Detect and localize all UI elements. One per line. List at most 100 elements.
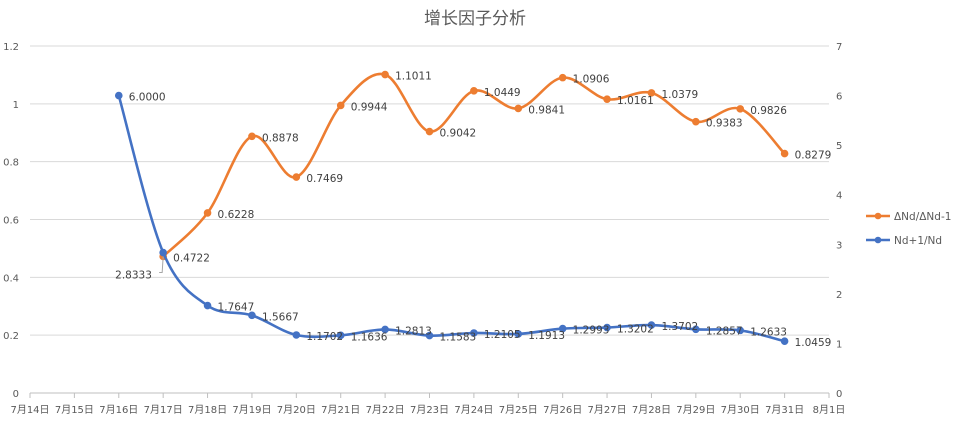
data-label-daily-ratio: 1.1702 (306, 331, 343, 343)
x-tick-label: 7月26日 (543, 404, 582, 416)
data-point-growth-ratio (736, 105, 745, 113)
data-label-growth-ratio: 0.6228 (218, 209, 255, 221)
x-tick-label: 7月29日 (676, 404, 715, 416)
data-label-growth-ratio: 0.7469 (306, 173, 343, 185)
data-point-growth-ratio (336, 101, 345, 110)
data-point-daily-ratio (470, 329, 478, 337)
x-tick-label: 7月28日 (632, 404, 671, 416)
data-label-growth-ratio: 0.4722 (173, 252, 210, 264)
legend-label: Nd+1/Nd (894, 235, 942, 247)
data-label-daily-ratio: 1.1913 (528, 330, 565, 342)
data-label-daily-ratio: 1.1636 (351, 331, 388, 343)
x-tick-label: 7月19日 (232, 404, 271, 416)
y-left-tick-label: 1.2 (3, 42, 19, 53)
data-label-daily-ratio: 1.2633 (750, 326, 787, 338)
data-labels: 0.4722 0.6228 0.8878 0.7469 0.9944 1.1011 0.90… (115, 71, 831, 350)
data-point-daily-ratio (558, 324, 567, 333)
x-tick-label: 7月21日 (321, 404, 360, 416)
data-label-growth-ratio: 1.0161 (617, 95, 654, 107)
data-label-daily-ratio: 1.3702 (661, 321, 698, 333)
x-tick-label: 7月27日 (588, 404, 627, 416)
y-right-tick-label: 5 (836, 141, 842, 152)
data-label-growth-ratio: 0.9841 (528, 104, 565, 116)
y-left-tick-label: 0.6 (3, 216, 19, 227)
data-point-growth-ratio (470, 87, 478, 95)
data-label-daily-ratio: 1.2857 (706, 325, 743, 337)
data-label-daily-ratio: 6.0000 (129, 92, 166, 104)
data-point-daily-ratio (381, 325, 389, 334)
data-label-daily-ratio: 2.8333 (115, 270, 152, 282)
series-line-growth-ratio (161, 72, 786, 258)
x-tick-label: 7月31日 (765, 404, 804, 416)
y-right-tick-label: 2 (836, 290, 842, 301)
label-leader-line (159, 256, 164, 274)
axes: 0 0.2 0.4 0.6 0.8 1 1.2 0 1 2 3 4 5 6 7 7月14日 7月15日 7月16日… (3, 42, 845, 416)
x-tick-label: 7月16日 (99, 404, 138, 416)
data-point-growth-ratio (558, 73, 567, 82)
data-point-daily-ratio (248, 311, 256, 320)
data-label-daily-ratio: 1.5667 (262, 311, 299, 323)
data-point-growth-ratio (514, 104, 523, 113)
data-label-daily-ratio: 1.3202 (617, 324, 654, 336)
data-label-daily-ratio: 1.1583 (440, 332, 477, 344)
data-point-growth-ratio (425, 127, 434, 136)
x-tick-label: 7月14日 (10, 404, 49, 416)
data-label-daily-ratio: 1.0459 (795, 337, 832, 349)
data-label-growth-ratio: 1.0449 (484, 87, 521, 99)
y-right-tick-label: 3 (836, 240, 842, 251)
data-label-daily-ratio: 1.7647 (218, 302, 255, 314)
data-label-growth-ratio: 0.9383 (706, 118, 743, 130)
x-tick-label: 7月22日 (366, 404, 405, 416)
data-point-daily-ratio (736, 326, 745, 335)
x-tick-label: 7月20日 (277, 404, 316, 416)
data-point-daily-ratio (203, 301, 212, 310)
data-label-growth-ratio: 0.9944 (351, 101, 388, 113)
x-tick-label: 7月25日 (499, 404, 538, 416)
data-label-growth-ratio: 0.9826 (750, 105, 787, 117)
legend: ΔNd/ΔNd-1 Nd+1/Nd (866, 211, 951, 247)
x-tick-label: 7月18日 (188, 404, 227, 416)
x-tick-label: 7月15日 (55, 404, 94, 416)
y-left-tick-label: 0 (13, 389, 19, 400)
y-left-tick-label: 0.2 (3, 331, 19, 342)
x-tick-label: 8月1日 (813, 404, 846, 416)
data-point-daily-ratio (647, 321, 656, 329)
y-right-tick-label: 7 (836, 42, 842, 53)
data-label-daily-ratio: 1.2993 (573, 325, 610, 337)
data-point-growth-ratio (292, 173, 301, 181)
data-point-growth-ratio (248, 132, 256, 141)
y-left-tick-label: 0.8 (3, 158, 19, 169)
x-tick-label: 7月17日 (144, 404, 183, 416)
gridlines (30, 45, 829, 394)
data-label-growth-ratio: 1.0906 (573, 74, 610, 86)
legend-label: ΔNd/ΔNd-1 (894, 211, 951, 223)
y-right-tick-label: 0 (836, 389, 842, 400)
data-label-growth-ratio: 0.9042 (440, 128, 477, 140)
x-tick-label: 7月23日 (410, 404, 449, 416)
y-right-tick-label: 6 (836, 92, 842, 103)
data-label-growth-ratio: 1.0379 (661, 89, 698, 101)
data-point-daily-ratio (292, 331, 301, 339)
data-label-growth-ratio: 0.8878 (262, 132, 299, 144)
legend-marker (874, 236, 882, 244)
x-tick-label: 7月24日 (454, 404, 493, 416)
y-right-tick-label: 1 (836, 339, 842, 350)
legend-marker (874, 212, 882, 220)
data-point-daily-ratio (692, 325, 700, 334)
data-point-growth-ratio (647, 89, 656, 97)
data-label-daily-ratio: 1.2813 (395, 325, 432, 337)
data-point-daily-ratio (514, 330, 523, 338)
x-tick-label: 7月30日 (721, 404, 760, 416)
data-point-daily-ratio (603, 323, 611, 332)
data-point-daily-ratio (336, 331, 345, 340)
y-right-tick-label: 4 (836, 191, 842, 202)
data-label-growth-ratio: 1.1011 (395, 71, 432, 83)
y-left-tick-label: 0.4 (3, 273, 19, 284)
data-point-growth-ratio (381, 70, 389, 79)
data-label-daily-ratio: 1.2105 (484, 329, 521, 341)
chart-title: 增长因子分析 (424, 9, 526, 29)
series-lines (114, 70, 789, 345)
y-left-tick-label: 1 (13, 100, 19, 111)
data-point-growth-ratio (603, 95, 611, 103)
